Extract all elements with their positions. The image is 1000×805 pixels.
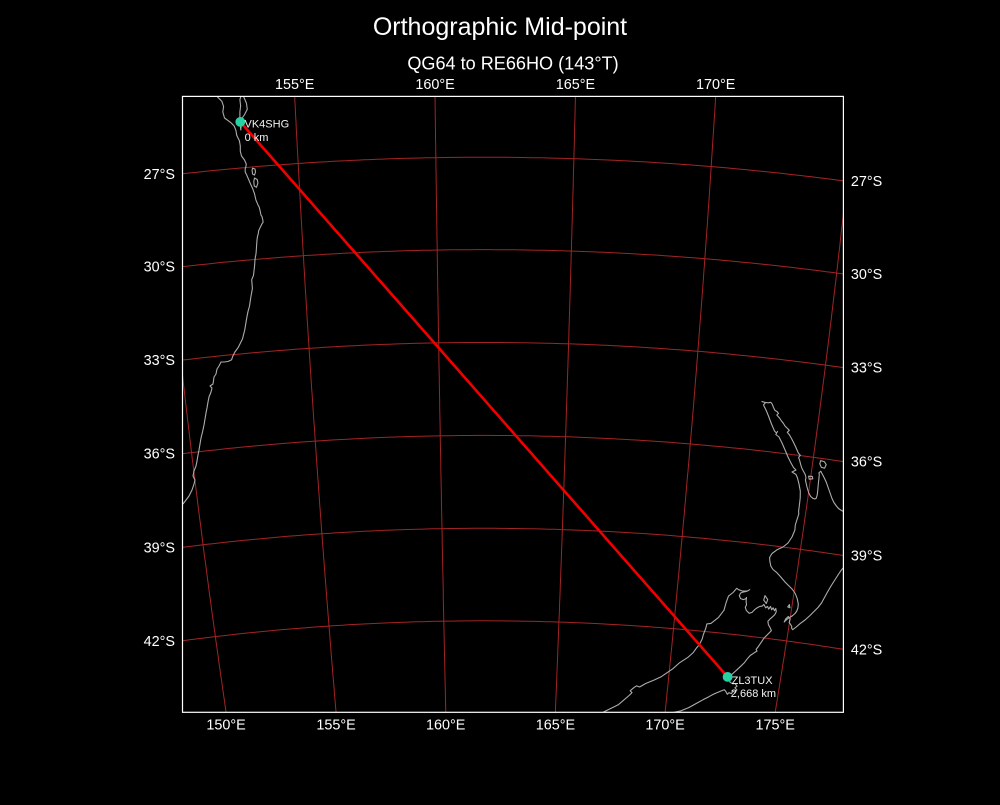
svg-text:39°S: 39°S (144, 540, 175, 556)
svg-text:2,668 km: 2,668 km (731, 688, 776, 700)
svg-text:Orthographic Mid-point: Orthographic Mid-point (373, 13, 627, 41)
svg-text:160°E: 160°E (415, 77, 454, 93)
svg-text:33°S: 33°S (144, 353, 175, 369)
svg-text:30°S: 30°S (144, 260, 175, 276)
svg-text:175°E: 175°E (756, 718, 795, 734)
svg-text:42°S: 42°S (144, 634, 175, 650)
svg-text:27°S: 27°S (144, 167, 175, 183)
svg-text:42°S: 42°S (851, 642, 882, 658)
svg-text:155°E: 155°E (316, 718, 355, 734)
svg-text:ZL3TUX: ZL3TUX (732, 675, 774, 687)
svg-text:36°S: 36°S (144, 447, 175, 463)
svg-text:27°S: 27°S (851, 174, 882, 190)
svg-text:33°S: 33°S (851, 361, 882, 377)
svg-text:170°E: 170°E (645, 718, 684, 734)
svg-text:36°S: 36°S (851, 455, 882, 471)
svg-text:QG64 to RE66HO (143°T): QG64 to RE66HO (143°T) (407, 54, 618, 74)
svg-text:160°E: 160°E (426, 718, 465, 734)
svg-text:39°S: 39°S (851, 549, 882, 565)
svg-text:0 km: 0 km (245, 132, 269, 144)
svg-text:165°E: 165°E (536, 718, 575, 734)
svg-text:150°E: 150°E (206, 718, 245, 734)
svg-text:165°E: 165°E (556, 77, 595, 93)
svg-text:170°E: 170°E (696, 77, 735, 93)
svg-text:155°E: 155°E (275, 77, 314, 93)
svg-text:30°S: 30°S (851, 267, 882, 283)
svg-text:VK4SHG: VK4SHG (245, 119, 290, 131)
